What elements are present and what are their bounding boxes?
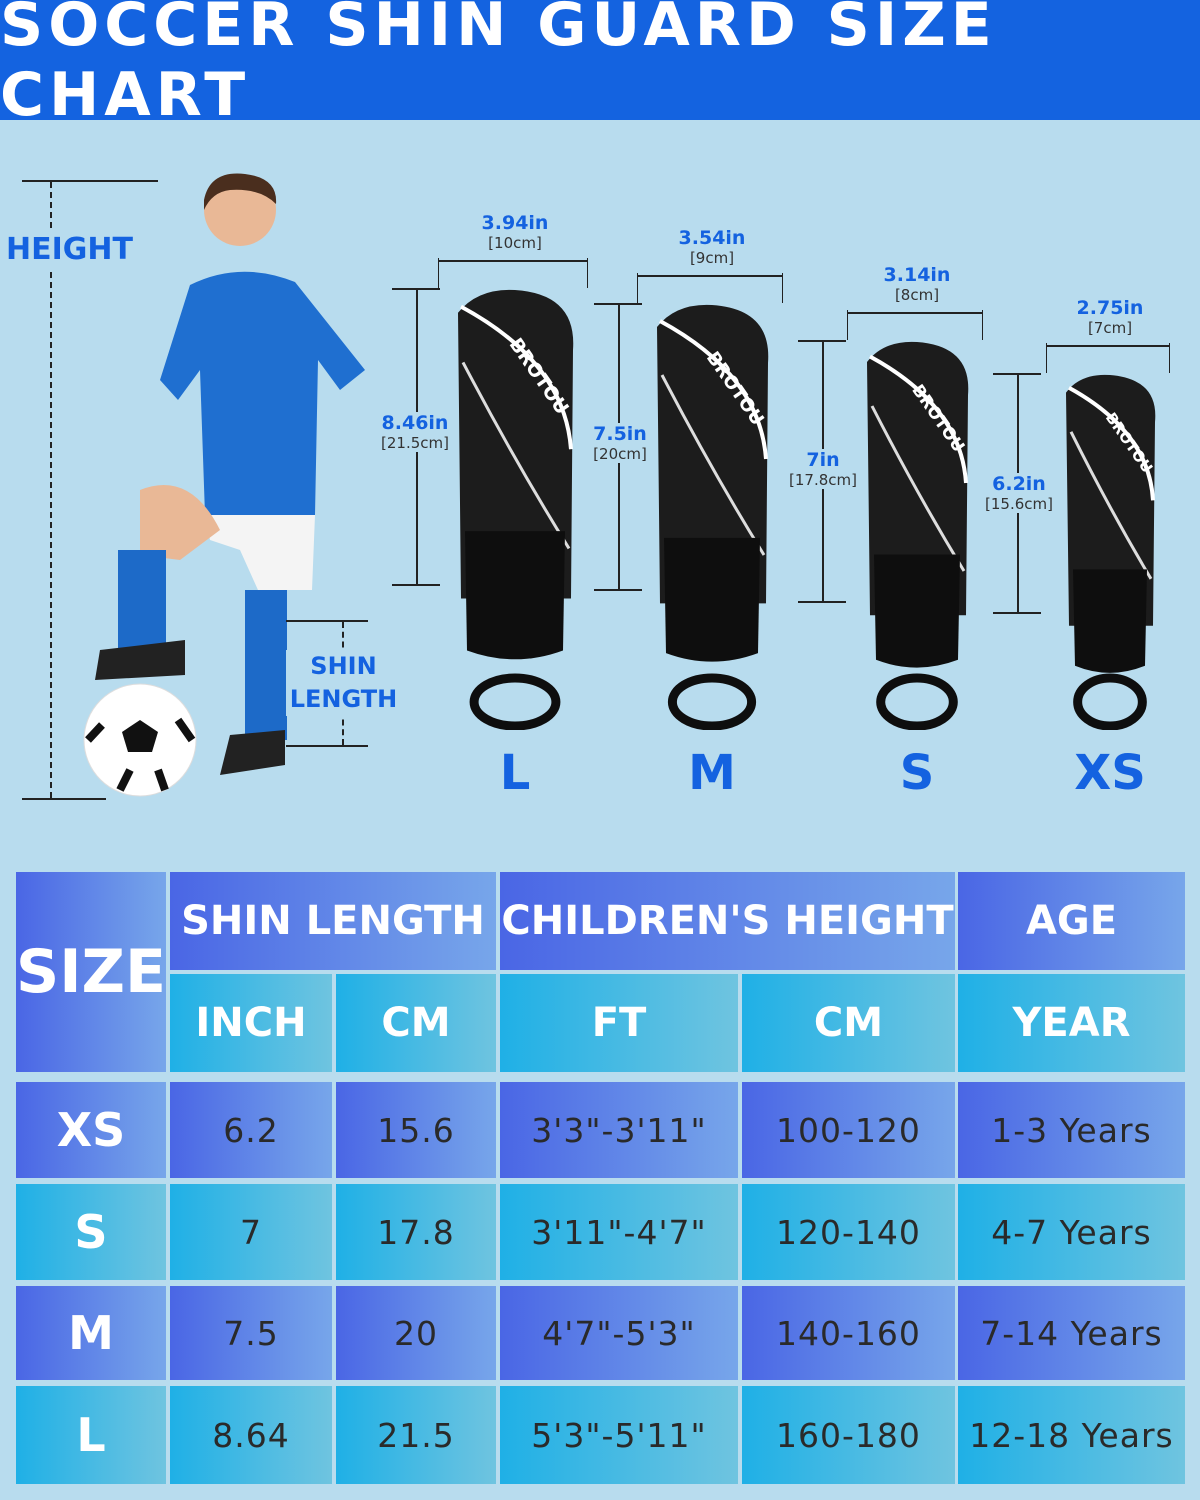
table-cell: 7 — [170, 1184, 332, 1280]
width-tick-right — [587, 258, 588, 288]
size-label: XS — [1074, 745, 1146, 801]
table-cell: 160-180 — [742, 1386, 955, 1484]
table-cell: 5'3"-5'11" — [500, 1386, 738, 1484]
table-cell: 17.8 — [336, 1184, 496, 1280]
shin-top-line — [286, 620, 368, 622]
shin-guard-image: BROTOU — [657, 304, 769, 730]
subheader: CM — [336, 974, 496, 1072]
table-cell: 7.5 — [170, 1286, 332, 1380]
shin-label-line2: LENGTH — [289, 685, 398, 713]
table-cell: 100-120 — [742, 1082, 955, 1178]
size-label: S — [899, 745, 935, 801]
child-illustration — [83, 173, 365, 797]
width-cm: [8cm] — [894, 286, 940, 304]
width-tick-right — [982, 310, 983, 340]
width-cm: [10cm] — [488, 234, 542, 252]
width-cm: [9cm] — [689, 249, 735, 267]
length-cm: [21.5cm] — [381, 433, 449, 452]
table-cell: 12-18 Years — [958, 1386, 1185, 1484]
length-inches: 7in — [806, 449, 840, 472]
shin-guard-image: BROTOU — [1066, 374, 1156, 730]
width-tick-right — [782, 273, 783, 303]
subheader: INCH — [170, 974, 332, 1072]
length-cm: [15.6cm] — [985, 494, 1053, 513]
height-dashed-line — [50, 182, 52, 798]
shin-length-label: SHIN LENGTH — [286, 650, 401, 716]
table-cell: 3'11"-4'7" — [500, 1184, 738, 1280]
height-bottom-line — [22, 798, 106, 800]
group-shin-length: SHIN LENGTH — [170, 872, 496, 970]
length-bottom — [392, 584, 440, 586]
page-title: SOCCER SHIN GUARD SIZE CHART — [0, 0, 1200, 130]
width-tick-right — [1169, 343, 1170, 373]
length-inches: 6.2in — [992, 472, 1046, 495]
width-tick-left — [847, 310, 848, 340]
table-cell: 4-7 Years — [958, 1184, 1185, 1280]
width-line — [847, 312, 982, 314]
table-cell: 120-140 — [742, 1184, 955, 1280]
length-cm: [20cm] — [593, 444, 647, 463]
table-cell: 4'7"-5'3" — [500, 1286, 738, 1380]
table-cell: 21.5 — [336, 1386, 496, 1484]
subheader: YEAR — [958, 974, 1185, 1072]
width-tick-left — [1046, 343, 1047, 373]
subheader: FT — [500, 974, 738, 1072]
width-tick-left — [438, 258, 439, 288]
size-label: L — [499, 745, 531, 801]
group-childrens-height: CHILDREN'S HEIGHT — [500, 872, 955, 970]
shin-label-line1: SHIN — [310, 652, 377, 680]
table-cell: 8.64 — [170, 1386, 332, 1484]
width-line — [637, 275, 782, 277]
size-label: M — [688, 745, 736, 801]
height-label: HEIGHT — [6, 230, 133, 269]
length-inches: 7.5in — [593, 422, 647, 445]
subheader: CM — [742, 974, 955, 1072]
table-cell: 20 — [336, 1286, 496, 1380]
group-age: AGE — [958, 872, 1185, 970]
row-size-label: M — [16, 1286, 166, 1380]
width-inches: 3.94in — [481, 212, 549, 234]
row-size-label: XS — [16, 1082, 166, 1178]
width-line — [1046, 345, 1169, 347]
shin-guard-image: BROTOU — [458, 289, 574, 730]
width-cm: [7cm] — [1087, 319, 1133, 337]
width-inches: 3.54in — [678, 227, 746, 249]
table-cell: 1-3 Years — [958, 1082, 1185, 1178]
table-cell: 6.2 — [170, 1082, 332, 1178]
length-bottom — [993, 612, 1041, 614]
width-tick-left — [637, 273, 638, 303]
width-line — [438, 260, 587, 262]
shin-guard-image: BROTOU — [867, 341, 969, 730]
row-size-label: L — [16, 1386, 166, 1484]
length-bottom — [594, 589, 642, 591]
width-inches: 3.14in — [883, 264, 951, 286]
shin-bottom-line — [286, 745, 368, 747]
table-cell: 140-160 — [742, 1286, 955, 1380]
length-bottom — [798, 601, 846, 603]
table-cell: 15.6 — [336, 1082, 496, 1178]
length-cm: [17.8cm] — [789, 471, 857, 490]
table-cell: 7-14 Years — [958, 1286, 1185, 1380]
height-top-line — [22, 180, 158, 182]
width-inches: 2.75in — [1076, 297, 1144, 319]
length-inches: 8.46in — [381, 411, 449, 434]
table-cell: 3'3"-3'11" — [500, 1082, 738, 1178]
size-header: SIZE — [16, 872, 166, 1072]
row-size-label: S — [16, 1184, 166, 1280]
